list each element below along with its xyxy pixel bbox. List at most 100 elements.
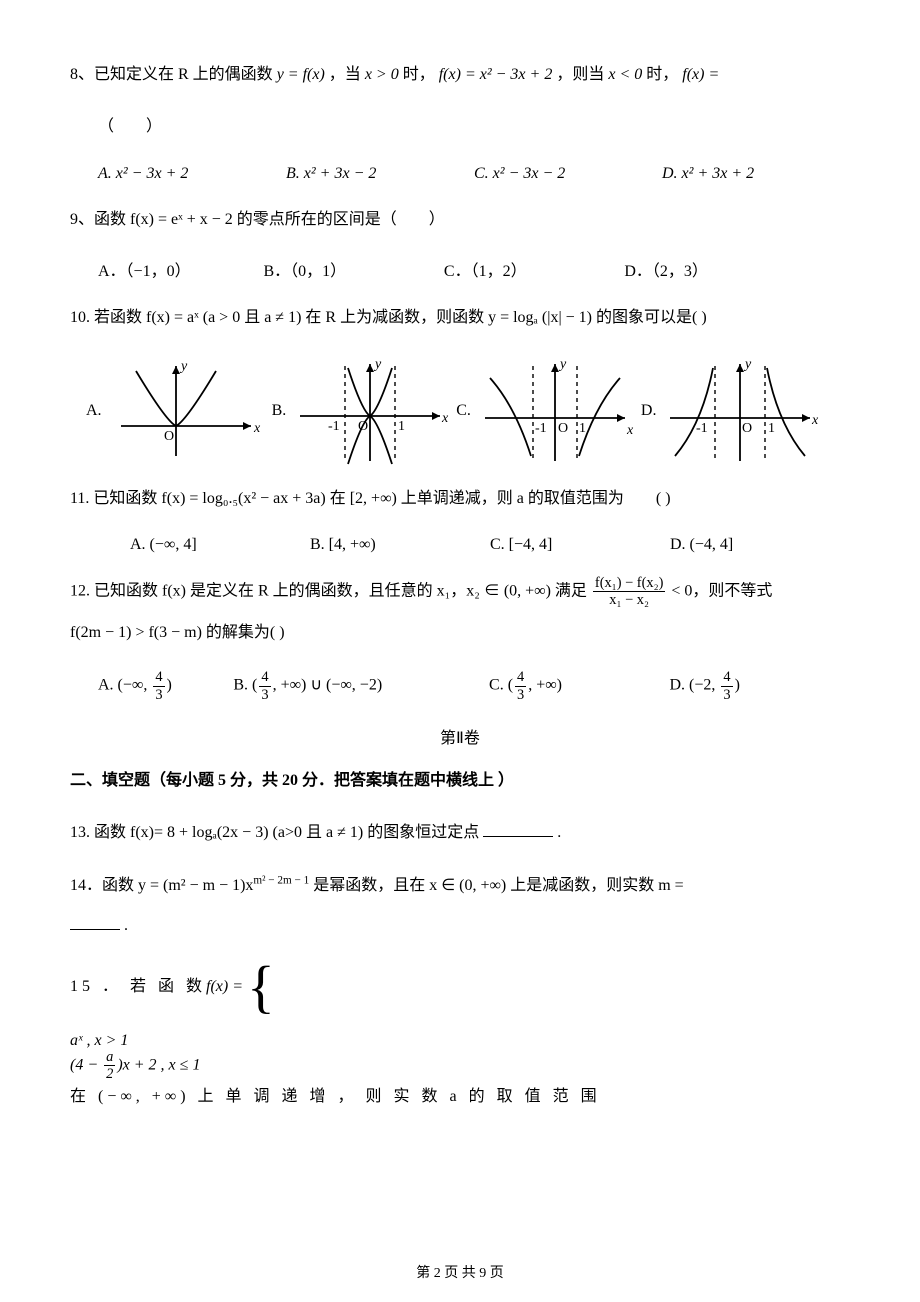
q8-options: A. x² − 3x + 2 B. x² + 3x − 2 C. x² − 3x… <box>70 165 850 183</box>
q11-options: A. (−∞, 4] B. [4, +∞) C. [−4, 4] D. (−4,… <box>70 536 850 554</box>
text: 时， <box>403 66 435 83</box>
math: f(x) = <box>682 66 719 83</box>
plus1-label: 1 <box>398 419 405 434</box>
left-brace-icon: { <box>247 964 275 1010</box>
page-footer: 第 2 页 共 9 页 <box>0 1262 920 1282</box>
text: 13. 函数 f(x)= 8 + logₐ(2x − 3) (a>0 且 a ≠… <box>70 824 479 841</box>
math: y = f(x) <box>277 66 325 83</box>
q10-label-c: C. <box>456 402 471 420</box>
text: 8、已知定义在 R 上的偶函数 <box>70 66 277 83</box>
text: ) <box>167 677 172 694</box>
q9-stem: 9、函数 f(x) = eˣ + x − 2 的零点所在的区间是（ ） <box>70 205 850 235</box>
part2-title: 第Ⅱ卷 <box>70 724 850 748</box>
text: , +∞) ∪ (−∞, −2) <box>273 677 383 694</box>
text: , +∞) <box>528 677 562 694</box>
text: . <box>124 917 128 934</box>
q12-opt-c: C. (43, +∞) <box>489 670 669 702</box>
text: f(x) = <box>206 972 243 1002</box>
q11-opt-c: C. [−4, 4] <box>490 536 670 554</box>
q9-opt-d: D．（2，3） <box>624 257 804 281</box>
q14-tail: . <box>70 911 850 941</box>
text: B. ( <box>233 677 257 694</box>
math: x > 0 <box>365 66 399 83</box>
q10-graph-c: y x O -1 1 <box>475 356 635 466</box>
q10-graph-a: y x O <box>106 356 266 466</box>
text: 是幂函数，且在 x ∈ (0, +∞) 上是减函数，则实数 m = <box>313 877 684 894</box>
x-label: x <box>626 423 634 438</box>
y-label: y <box>558 357 567 372</box>
case-2: (4 − a2)x + 2 , x ≤ 1 <box>70 1050 850 1082</box>
minus1-label: -1 <box>535 421 547 436</box>
numerator: 4 <box>259 670 270 686</box>
q10-label-a: A. <box>86 402 102 420</box>
fraction: 43 <box>153 670 164 702</box>
text: (4 − <box>70 1057 102 1074</box>
minus1-label: -1 <box>696 421 708 436</box>
exponent: m² − 2m − 1 <box>253 874 309 886</box>
text: A. (−∞, <box>98 677 151 694</box>
q8-paren: （ ） <box>70 112 850 142</box>
math: x < 0 <box>608 66 642 83</box>
text: D. (−2, <box>670 677 720 694</box>
denominator: 3 <box>515 687 526 702</box>
fraction: 43 <box>259 670 270 702</box>
q11-opt-d: D. (−4, 4] <box>670 536 850 554</box>
text: < 0，则不等式 <box>671 583 772 600</box>
blank-line <box>483 820 553 837</box>
origin-label: O <box>558 421 568 436</box>
x-label: x <box>441 411 449 426</box>
text: ，则当 <box>556 66 608 83</box>
text: ，当 <box>329 66 365 83</box>
x-label: x <box>253 421 261 436</box>
y-label: y <box>743 357 752 372</box>
text: 在 (−∞, +∞) 上 单 调 递 增 ， 则 实 数 a 的 取 值 范 围 <box>70 1088 601 1105</box>
q8-opt-b: B. x² + 3x − 2 <box>286 165 474 183</box>
x-label: x <box>811 413 819 428</box>
denominator: 3 <box>721 687 732 702</box>
origin-label: O <box>164 429 174 444</box>
minus1-label: -1 <box>328 419 340 434</box>
y-label: y <box>373 357 382 372</box>
q12-opt-b: B. (43, +∞) ∪ (−∞, −2) <box>233 670 489 702</box>
origin-label: O <box>742 421 752 436</box>
q12-options: A. (−∞, 43) B. (43, +∞) ∪ (−∞, −2) C. (4… <box>70 670 850 702</box>
numerator: 4 <box>515 670 526 686</box>
q9-opt-b: B．（0，1） <box>263 257 443 281</box>
q8-opt-a: A. x² − 3x + 2 <box>98 165 286 183</box>
q8-opt-c: C. x² − 3x − 2 <box>474 165 662 183</box>
fraction: f(x₁) − f(x₂) x₁ − x₂ <box>593 576 666 608</box>
q11-opt-a: A. (−∞, 4] <box>130 536 310 554</box>
text: ) <box>735 677 740 694</box>
q10-graphs: A. y x O B. y x O <box>70 356 850 466</box>
q10-graph-d: y x O -1 1 <box>660 356 820 466</box>
numerator: 4 <box>721 670 732 686</box>
page: 8、已知定义在 R 上的偶函数 y = f(x) ，当 x > 0 时， f(x… <box>0 0 920 1302</box>
q12-opt-a: A. (−∞, 43) <box>98 670 233 702</box>
q12-stem-line1: 12. 已知函数 f(x) 是定义在 R 上的偶函数，且任意的 x₁，x₂ ∈ … <box>70 576 850 608</box>
piecewise: { <box>247 964 279 1010</box>
q11-stem: 11. 已知函数 f(x) = log₀.₅(x² − ax + 3a) 在 [… <box>70 484 850 514</box>
numerator: 4 <box>153 670 164 686</box>
q9-options: A．（−1，0） B．（0，1） C．（1，2） D．（2，3） <box>70 257 850 281</box>
text: C. ( <box>489 677 513 694</box>
text: 时， <box>646 66 678 83</box>
denominator: 2 <box>104 1066 115 1081</box>
q9-opt-a: A．（−1，0） <box>98 257 263 281</box>
numerator: a <box>104 1050 115 1066</box>
q8-stem: 8、已知定义在 R 上的偶函数 y = f(x) ，当 x > 0 时， f(x… <box>70 60 850 90</box>
q10-stem: 10. 若函数 f(x) = aˣ (a > 0 且 a ≠ 1) 在 R 上为… <box>70 303 850 333</box>
text: 14．函数 y = (m² − m − 1)x <box>70 877 253 894</box>
q15-stem: 15 ． 若 函 数 f(x) = { <box>70 964 850 1010</box>
q10-label-d: D. <box>641 402 657 420</box>
denominator: 3 <box>259 687 270 702</box>
q13-stem: 13. 函数 f(x)= 8 + logₐ(2x − 3) (a>0 且 a ≠… <box>70 818 850 848</box>
math: f(x) = x² − 3x + 2 <box>439 66 553 83</box>
q10-graph-b: y x O -1 1 <box>290 356 450 466</box>
q11-opt-b: B. [4, +∞) <box>310 536 490 554</box>
denominator: x₁ − x₂ <box>593 592 666 607</box>
text: . <box>557 824 561 841</box>
fraction: 43 <box>515 670 526 702</box>
q10-label-b: B. <box>272 402 287 420</box>
fraction: a2 <box>104 1050 115 1082</box>
numerator: f(x₁) − f(x₂) <box>593 576 666 592</box>
